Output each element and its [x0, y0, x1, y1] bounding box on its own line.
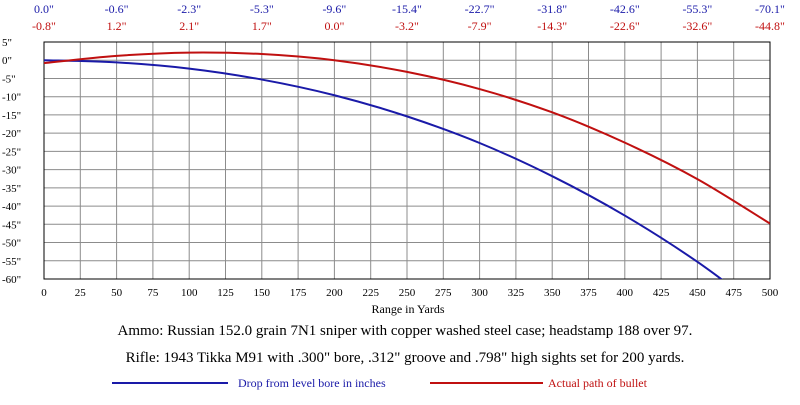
x-tick-label: 75 [147, 287, 159, 299]
plot-frame [43, 41, 771, 280]
x-tick-label: 25 [75, 287, 87, 299]
y-tick-label: 5" [2, 37, 12, 49]
top-path-label: 2.1" [179, 19, 199, 33]
legend-label-path: Actual path of bullet [548, 376, 648, 390]
top-path-label: -22.6" [610, 19, 640, 33]
x-tick-label: 125 [217, 287, 234, 299]
y-tick-label: -55" [2, 256, 21, 268]
x-tick-label: 475 [725, 287, 742, 299]
y-tick-label: -50" [2, 238, 21, 250]
top-path-label: -32.6" [682, 19, 712, 33]
x-tick-label: 450 [689, 287, 706, 299]
top-drop-label: -70.1" [755, 2, 785, 16]
x-axis-label: Range in Yards [371, 302, 444, 316]
x-tick-label: 400 [617, 287, 634, 299]
top-path-label: 0.0" [324, 19, 344, 33]
axis-layer: 0 25 50 75 100 125 150 175 200 225 250 275 300 325 350… [2, 37, 779, 299]
top-drop-label: -31.8" [537, 2, 567, 16]
top-path-label: -44.8" [755, 19, 785, 33]
top-drop-label: -2.3" [177, 2, 201, 16]
legend-label-drop: Drop from level bore in inches [238, 376, 386, 390]
top-path-label: -0.8" [32, 19, 56, 33]
series-layer [44, 51, 770, 279]
y-tick-label: -40" [2, 201, 21, 213]
top-drop-label: -42.6" [610, 2, 640, 16]
caption-ammo: Ammo: Russian 152.0 grain 7N1 sniper wit… [118, 323, 693, 339]
y-tick-label: -20" [2, 128, 21, 140]
y-tick-label: -30" [2, 165, 21, 177]
y-tick-label: -45" [2, 219, 21, 231]
top-drop-label: 0.0" [34, 2, 54, 16]
top-path-label: -7.9" [468, 19, 492, 33]
x-tick-label: 50 [111, 287, 123, 299]
x-tick-label: 425 [653, 287, 670, 299]
top-path-label: 1.2" [107, 19, 127, 33]
y-tick-label: -15" [2, 110, 21, 122]
top-path-label: -14.3" [537, 19, 567, 33]
y-tick-label: -10" [2, 92, 21, 104]
x-tick-label: 375 [580, 287, 597, 299]
x-tick-label: 0 [41, 287, 47, 299]
x-tick-label: 100 [181, 287, 198, 299]
y-tick-label: -25" [2, 146, 21, 158]
x-tick-label: 275 [435, 287, 452, 299]
top-drop-label: -0.6" [105, 2, 129, 16]
top-path-label: 1.7" [252, 19, 272, 33]
x-tick-label: 250 [399, 287, 416, 299]
y-tick-label: -60" [2, 274, 21, 286]
x-tick-label: 200 [326, 287, 343, 299]
top-drop-label: -5.3" [250, 2, 274, 16]
x-tick-label: 300 [471, 287, 488, 299]
legend: Drop from level bore in inches Actual pa… [112, 376, 648, 390]
x-tick-label: 325 [508, 287, 525, 299]
x-tick-label: 500 [762, 287, 779, 299]
top-value-table: 0.0" -0.8" -0.6" 1.2" -2.3" 2.1" -5.3" 1.7" -9.6… [32, 2, 785, 33]
x-tick-label: 350 [544, 287, 561, 299]
x-tick-label: 150 [254, 287, 271, 299]
y-tick-label: 0" [2, 55, 12, 67]
series-line-drop [44, 59, 723, 279]
series-line-path [44, 51, 770, 225]
top-drop-label: -9.6" [322, 2, 346, 16]
x-tick-label: 175 [290, 287, 307, 299]
y-tick-label: -35" [2, 183, 21, 195]
top-path-label: -3.2" [395, 19, 419, 33]
top-drop-label: -55.3" [682, 2, 712, 16]
y-tick-label: -5" [2, 73, 16, 85]
caption-rifle: Rifle: 1943 Tikka M91 with .300" bore, .… [126, 350, 685, 366]
x-tick-label: 225 [362, 287, 379, 299]
top-drop-label: -22.7" [465, 2, 495, 16]
top-drop-label: -15.4" [392, 2, 422, 16]
